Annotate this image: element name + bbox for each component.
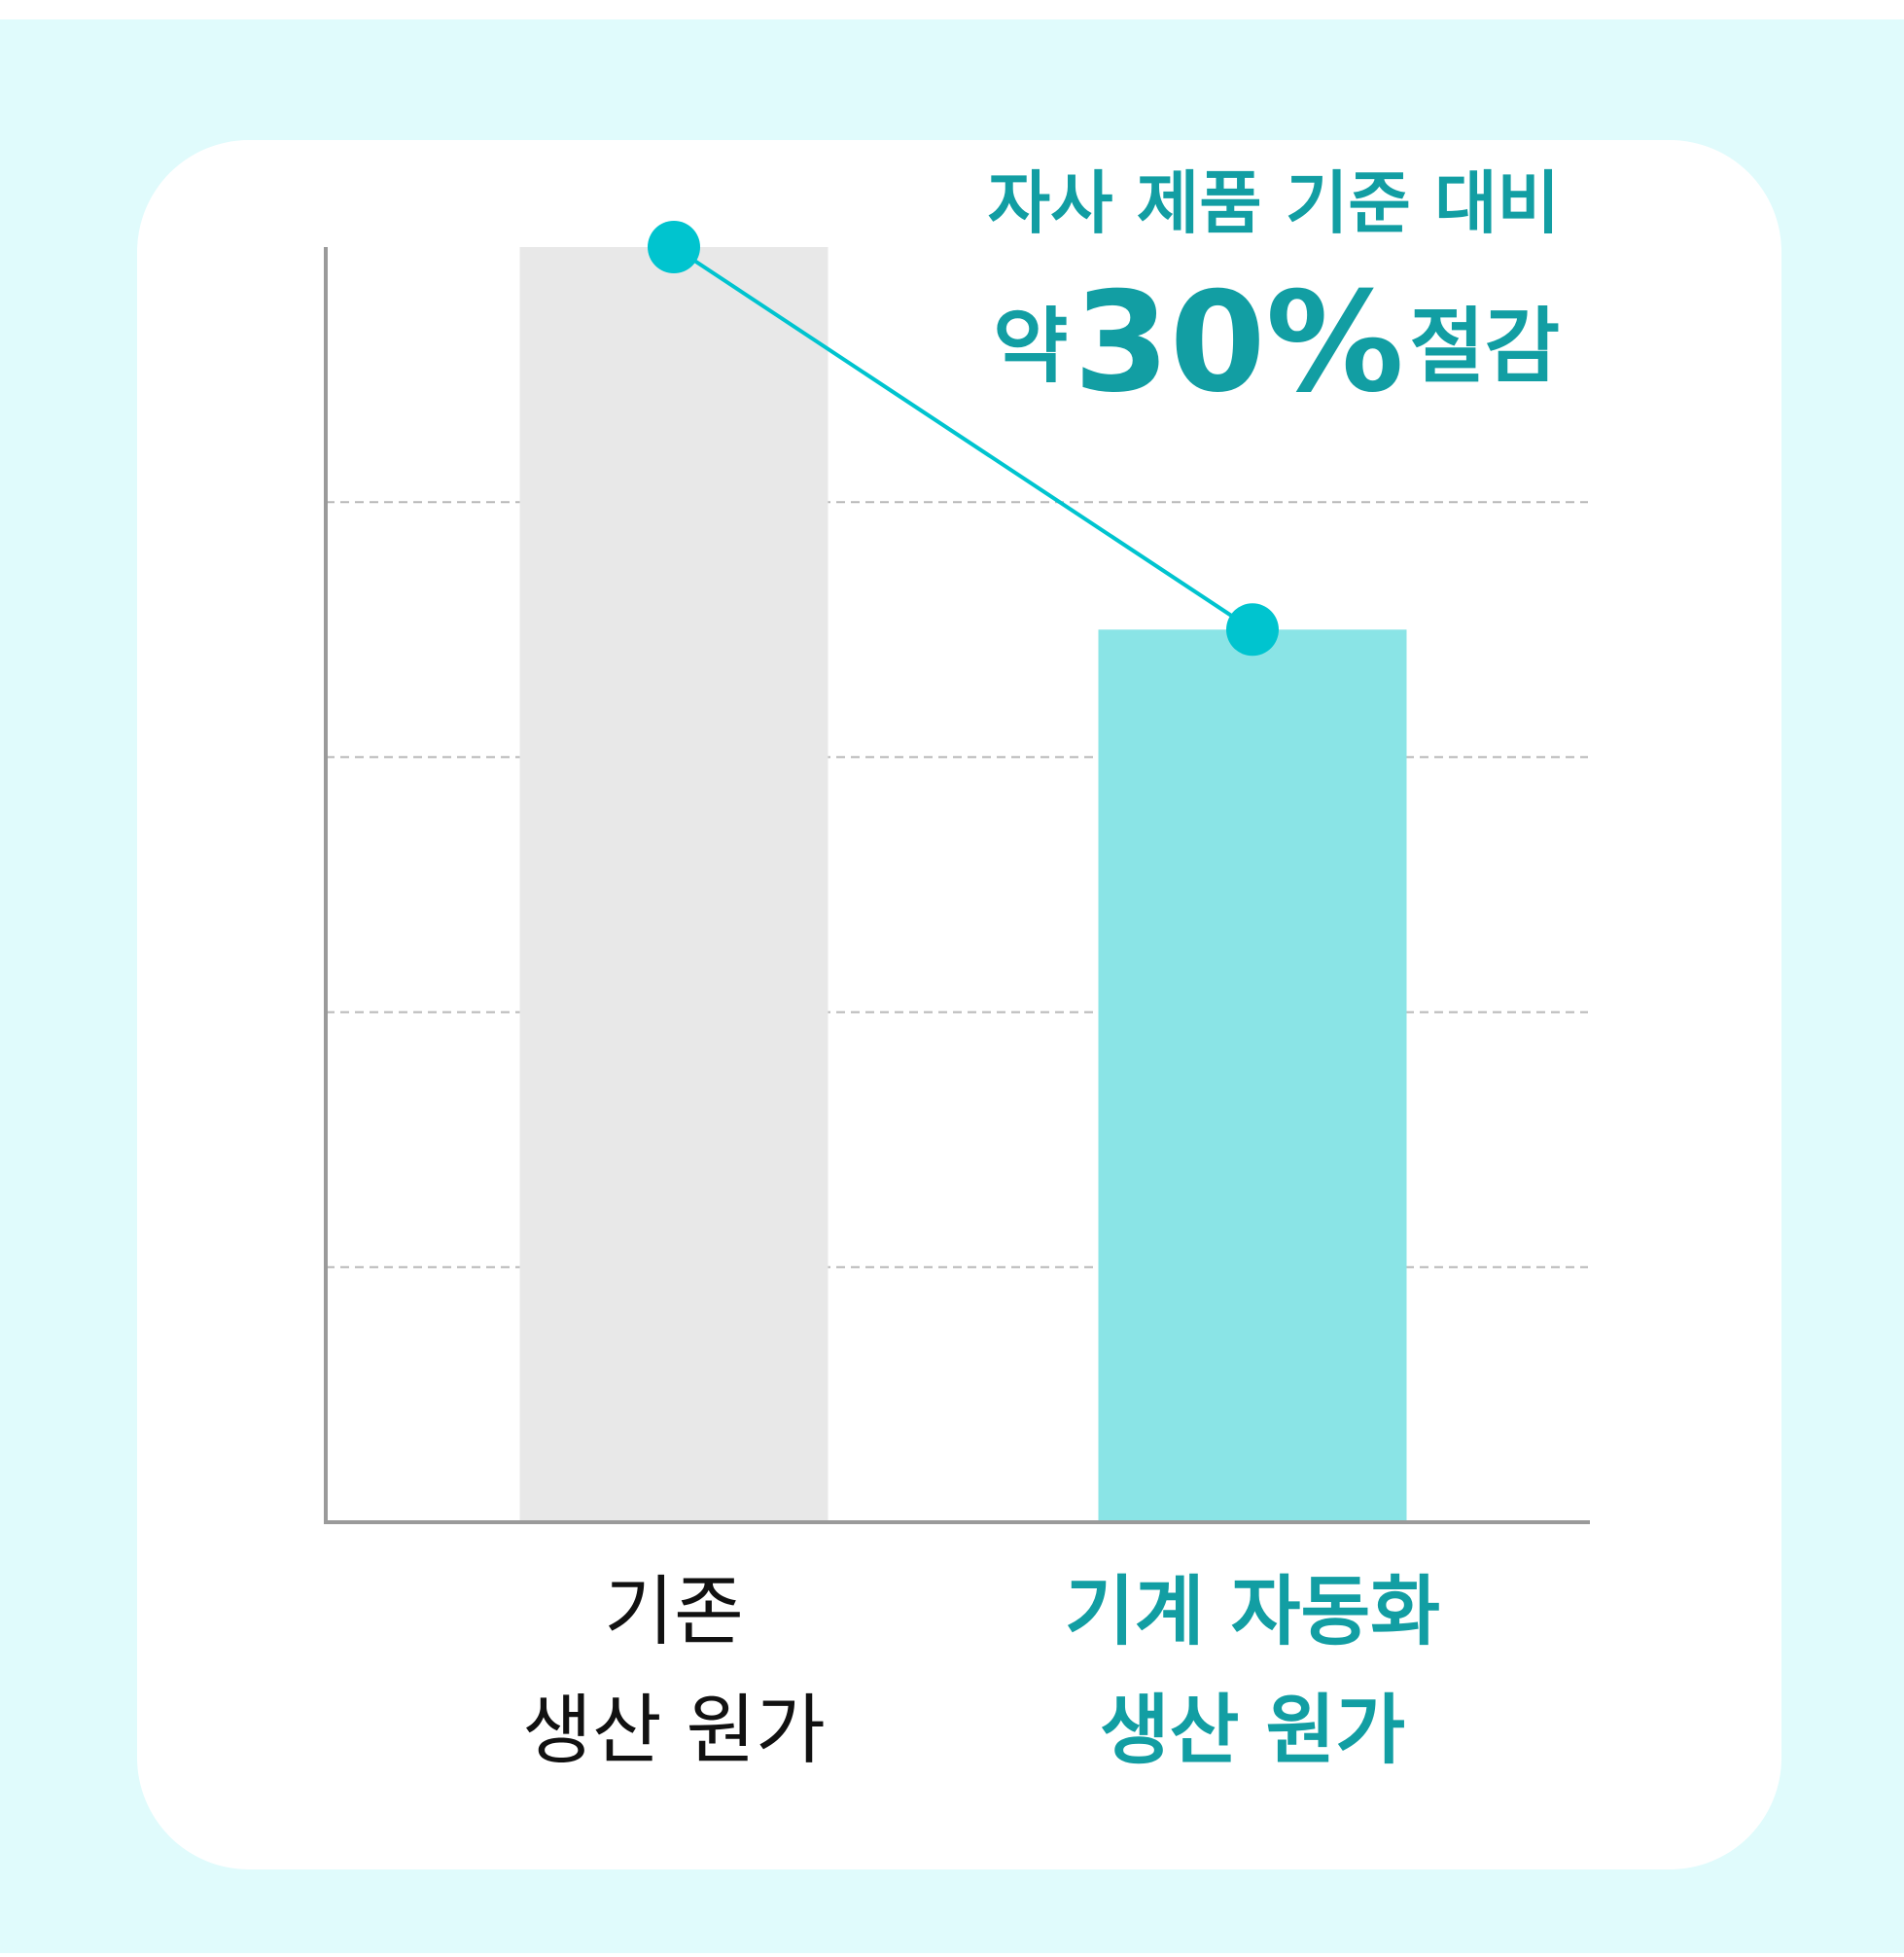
trend-point bbox=[1226, 603, 1279, 657]
annotation-line2: 약 30% 절감 bbox=[993, 263, 1560, 423]
x-tick-label: 기존 bbox=[604, 1568, 744, 1655]
annotation-line1: 자사 제품 기준 대비 bbox=[988, 163, 1560, 243]
x-tick-label: 생산 원가 bbox=[1100, 1687, 1405, 1774]
bars bbox=[519, 247, 1407, 1522]
card bbox=[137, 140, 1781, 1869]
x-tick-label: 기계 자동화 bbox=[1065, 1568, 1440, 1655]
x-tick-label: 생산 원가 bbox=[522, 1687, 826, 1774]
annotation-highlight: 30% bbox=[1074, 263, 1404, 423]
trend-point bbox=[648, 221, 700, 273]
bar bbox=[519, 247, 829, 1522]
trend-line bbox=[672, 245, 1254, 631]
annotation-suffix: 절감 bbox=[1409, 299, 1560, 394]
overlay bbox=[648, 221, 1279, 657]
annotation-prefix: 약 bbox=[993, 299, 1068, 394]
bar bbox=[1098, 629, 1407, 1522]
